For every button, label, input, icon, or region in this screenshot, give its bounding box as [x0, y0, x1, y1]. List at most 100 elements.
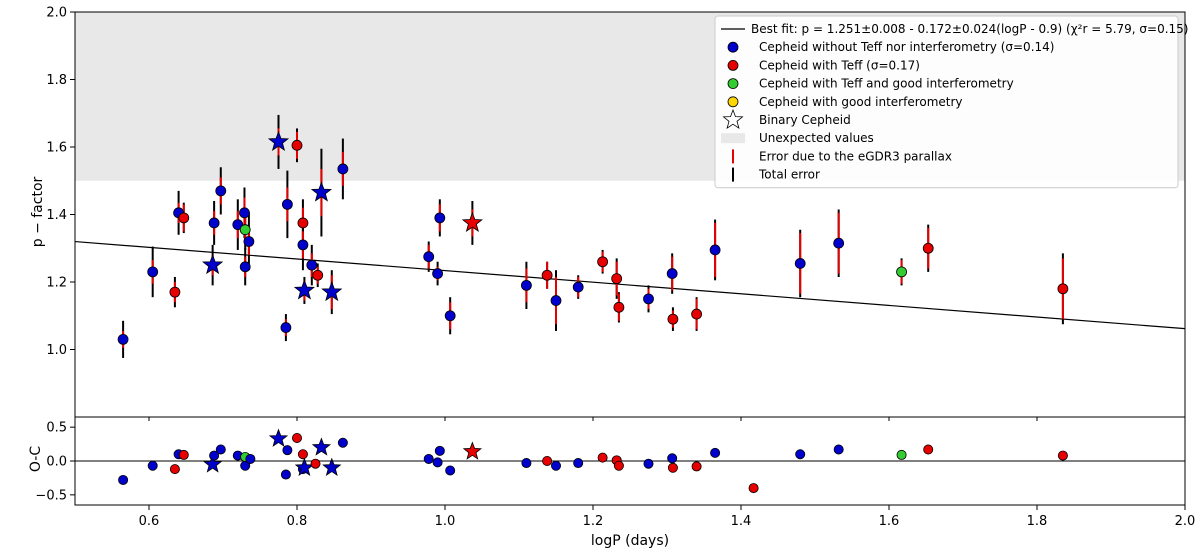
binary-cepheid-point — [321, 280, 343, 302]
main-y-tick-label: 1.8 — [46, 73, 67, 88]
residual-point — [209, 450, 220, 461]
legend-item-label: Total error — [758, 168, 820, 182]
main-y-tick-label: 1.2 — [46, 276, 67, 291]
cepheid-point — [896, 266, 907, 278]
cepheid-point — [611, 273, 623, 285]
x-tick-label: 0.6 — [139, 514, 160, 529]
cepheid-point — [667, 313, 679, 325]
cepheid-point — [232, 219, 244, 231]
residual-point — [310, 458, 321, 469]
residual-point — [297, 449, 308, 460]
legend-item-label: Cepheid with good interferometry — [759, 95, 963, 109]
cepheid-point — [337, 163, 349, 175]
cepheid-point — [833, 237, 845, 249]
binary-residual-point — [322, 457, 342, 476]
x-tick-label: 1.8 — [1027, 514, 1048, 529]
cepheid-point — [709, 244, 721, 256]
main-y-tick-label: 1.4 — [46, 208, 67, 223]
legend-star-symbol — [722, 108, 744, 130]
residual-point — [434, 445, 445, 456]
legend-dot-symbol — [727, 41, 739, 53]
residual-point — [667, 453, 678, 464]
residual-point — [432, 457, 443, 468]
cepheid-point — [1057, 283, 1069, 295]
residual-point — [542, 455, 553, 466]
x-tick-label: 0.8 — [287, 514, 308, 529]
legend-dot-symbol — [727, 78, 739, 89]
main-y-tick-label: 2.0 — [46, 6, 67, 21]
binary-residual-point — [311, 437, 332, 456]
residual-point — [795, 449, 806, 460]
cepheid-point — [922, 242, 934, 254]
best-fit-line — [74, 240, 1186, 330]
cepheid-point — [169, 286, 181, 298]
legend-dot-symbol — [727, 96, 739, 108]
cepheid-point — [432, 268, 444, 279]
legend-fit-label: Best fit: p = 1.251±0.008 - 0.172±0.024(… — [751, 22, 1189, 36]
binary-cepheid-point — [461, 211, 483, 232]
residual-y-ticks: −0.5 0.0 0.5 — [35, 421, 75, 503]
cepheid-point — [208, 217, 220, 229]
cepheid-point — [178, 212, 190, 224]
x-tick-label: 1.2 — [583, 514, 604, 529]
residual-point — [573, 458, 584, 469]
cepheid-point — [613, 301, 625, 313]
residual-point — [923, 444, 934, 455]
residual-y-axis-label: O-C — [28, 446, 44, 472]
cepheid-point — [117, 333, 129, 345]
residual-point — [613, 460, 624, 471]
main-panel: 1.0 1.2 1.4 1.6 1.8 2.0 p − factor Best fit: … — [30, 6, 1189, 418]
binary-residual-point — [462, 441, 483, 460]
main-y-axis-label: p − factor — [30, 176, 46, 247]
cepheid-point — [643, 293, 654, 305]
binary-residual-point — [203, 454, 223, 473]
cepheid-point — [541, 269, 553, 281]
main-y-tick-label: 1.6 — [46, 141, 67, 156]
binary-residual-point — [268, 428, 289, 447]
x-axis-label: logP (days) — [591, 533, 669, 549]
cepheid-point — [297, 217, 309, 229]
residual-point — [667, 462, 678, 473]
x-tick-label: 2.0 — [1175, 514, 1196, 529]
cepheid-point — [297, 239, 309, 251]
legend-item-label: Unexpected values — [759, 131, 874, 145]
residual-point — [597, 452, 608, 463]
residual-point — [1057, 450, 1068, 461]
cepheid-point — [306, 259, 318, 271]
residual-point — [748, 483, 759, 494]
cepheid-point — [243, 236, 255, 247]
cepheid-point — [239, 207, 250, 219]
cepheid-point — [444, 310, 456, 322]
cepheid-point — [312, 269, 324, 281]
cepheid-point — [521, 279, 532, 291]
residual-point — [643, 458, 654, 469]
cepheid-point — [691, 308, 702, 320]
cepheid-point — [597, 256, 609, 268]
residual-y-tick-label: −0.5 — [35, 488, 67, 503]
residual-points-group — [118, 428, 1068, 494]
x-tick-label: 1.0 — [435, 514, 456, 529]
cepheid-point — [434, 212, 446, 224]
residual-y-tick-label: 0.0 — [46, 455, 67, 470]
legend-patch-symbol — [721, 133, 745, 144]
cepheid-point — [291, 139, 303, 151]
residual-point — [445, 465, 456, 476]
legend-dot-symbol — [727, 60, 739, 71]
main-y-ticks: 1.0 1.2 1.4 1.6 1.8 2.0 — [46, 6, 75, 358]
residual-y-tick-label: 0.5 — [46, 421, 67, 436]
residual-point — [280, 469, 291, 480]
legend-item-label: Cepheid without Teff nor interferometry … — [759, 40, 1054, 54]
cepheid-point — [239, 224, 251, 236]
binary-cepheid-point — [293, 279, 315, 300]
cepheid-point — [794, 258, 806, 269]
residual-point — [691, 461, 702, 472]
residual-point — [118, 474, 129, 485]
cepheid-point — [550, 295, 562, 306]
cepheid-point — [281, 198, 293, 210]
residual-point — [178, 449, 189, 460]
residual-point — [423, 453, 434, 464]
residual-point — [245, 453, 256, 464]
main-points-group — [117, 130, 1069, 345]
legend-item-label: Error due to the eGDR3 parallax — [759, 149, 952, 163]
cepheid-point — [239, 261, 251, 273]
